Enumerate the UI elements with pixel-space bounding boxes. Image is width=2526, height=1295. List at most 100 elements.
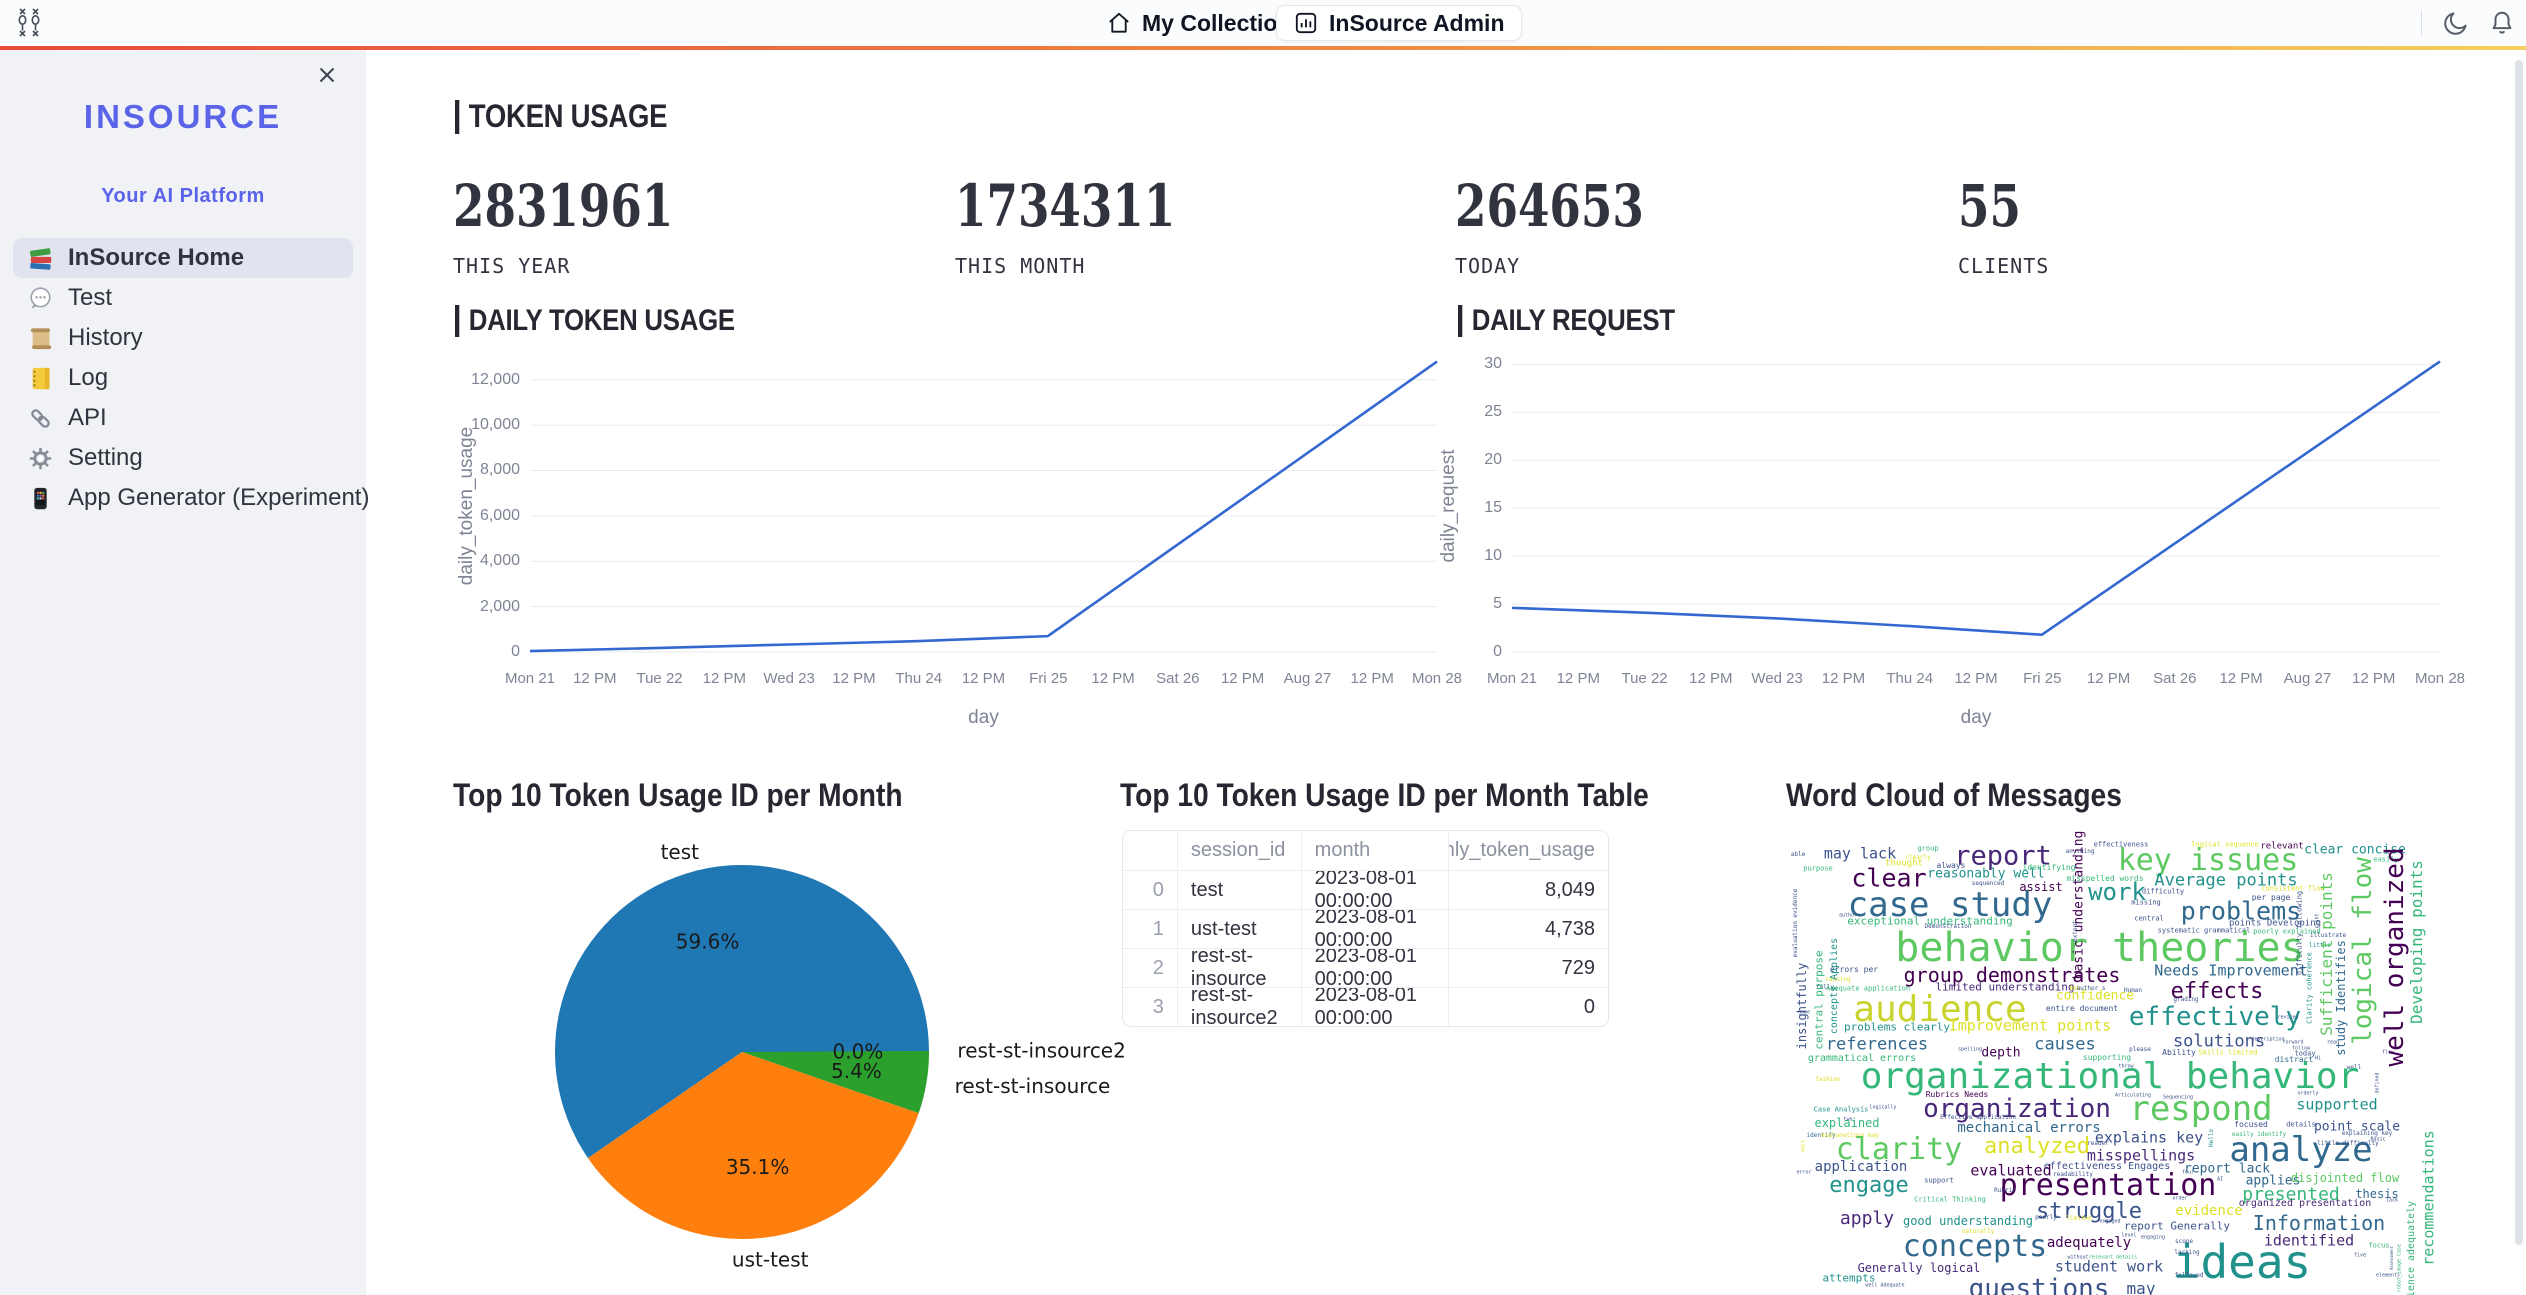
x-tick-label: Mon 28 (1411, 670, 1463, 687)
cloud-word: supported (2296, 1095, 2378, 1114)
cloud-word: relevant details (2088, 1254, 2138, 1261)
cloud-word: little difficulty (2317, 1140, 2379, 1147)
token-usage-section-title: TOKEN USAGE (455, 99, 668, 134)
cloud-word: depth (1981, 1045, 2021, 1061)
table-cell: 0 (1152, 878, 1164, 901)
cloud-word: disjointed flow (2290, 1171, 2400, 1185)
sidebar-item-label: Setting (68, 444, 143, 471)
table-cell: 2023-08-01 00:00:00 (1300, 949, 1449, 987)
cloud-word: without (2067, 1254, 2089, 1261)
cloud-word: study Identifies (2334, 940, 2348, 1056)
cloud-word: flow (2381, 1049, 2395, 1056)
cloud-word: grammatical errors (1807, 1053, 1917, 1064)
cloud-word: central purpose (1812, 950, 1826, 1050)
nav-my-collection[interactable]: My Collection (1090, 5, 1308, 41)
sidebar-item-history[interactable]: History (13, 318, 353, 358)
cloud-word: Hi (2314, 1055, 2322, 1062)
cloud-word: may (2126, 1279, 2156, 1295)
cloud-word: recommendations (2419, 1130, 2438, 1266)
y-axis-title: daily_request (1438, 449, 1459, 563)
cloud-word: central (2134, 914, 2164, 923)
sidebar-menu: InSource Home Test History Log API Setting App… (13, 238, 369, 518)
sidebar-item-log[interactable]: Log (13, 358, 353, 398)
sidebar-item-api[interactable]: API (13, 398, 353, 438)
cloud-word: applies (2245, 1173, 2301, 1189)
cloud-word: problems (2180, 896, 2302, 926)
sidebar-item-label: Log (68, 364, 109, 391)
table-cell: 8,049 (1448, 871, 1608, 909)
token-usage-table[interactable]: session_idmonthmonthly_token_usage0test2… (1122, 830, 1609, 1027)
table-cell: 0 (1448, 988, 1608, 1026)
sidebar-item-insource-home[interactable]: InSource Home (13, 238, 353, 278)
x-tick-label: Sat 26 (1156, 670, 1200, 687)
x-tick-label: Mon 28 (2414, 670, 2466, 687)
cloud-word: logical flow (2348, 857, 2378, 1045)
cloud-word: follow (2291, 1045, 2311, 1052)
cloud-word: spelling (1957, 1046, 1983, 1053)
x-tick-label: Thu 24 (1886, 670, 1934, 687)
x-tick-label: Aug 27 (1283, 670, 1332, 687)
cloud-word: scope (2174, 1238, 2194, 1245)
cloud-word: fashion (1815, 1076, 1841, 1083)
scrollbar-thumb[interactable] (2515, 60, 2523, 1245)
sidebar-item-test[interactable]: Test (13, 278, 353, 318)
cloud-word: Improvement points (1948, 1016, 2112, 1035)
cloud-word: respond (2129, 1089, 2273, 1129)
home-icon (1106, 10, 1132, 36)
cloud-word: Effective application (1940, 1114, 2016, 1121)
theme-toggle-moon-icon[interactable] (2442, 9, 2470, 37)
stat-value-this-year: 2831961 (453, 172, 674, 240)
cloud-word: clear concise (2304, 842, 2406, 858)
cloud-word: Demonstration (1924, 923, 1972, 930)
cloud-word: effectiveness (2093, 840, 2149, 849)
x-tick-label: Sat 26 (2153, 670, 2197, 687)
table-cell: 2023-08-01 00:00:00 (1300, 988, 1449, 1026)
table-header-session-id: session_id (1176, 831, 1301, 870)
table-row: 3 rest-st-insource2 2023-08-01 00:00:00 0 (1123, 987, 1608, 1026)
pie-pct-rest-st-insource2: 0.0% (833, 1039, 884, 1063)
x-tick-label: Aug 27 (2283, 670, 2332, 687)
cloud-word: easily (2373, 855, 2399, 864)
table-row: 2 rest-st-insource 2023-08-01 00:00:00 729 (1123, 948, 1608, 987)
cloud-word: engage (1829, 1173, 1909, 1198)
y-tick-label: 6,000 (479, 506, 520, 524)
cloud-word: description (2251, 1036, 2285, 1043)
cloud-word: basic understanding (2071, 830, 2087, 980)
cloud-word: order (2172, 1195, 2188, 1202)
cloud-word: key issues (2117, 843, 2299, 878)
cloud-word: effectively (2128, 1002, 2302, 1032)
cloud-word: well Adequate (1865, 1282, 1905, 1289)
pie-label-test: test (661, 840, 700, 864)
cloud-word: revised (2277, 1014, 2299, 1021)
cloud-word: effectiveness Engages (2043, 1161, 2171, 1172)
cloud-word: forward (2282, 1039, 2304, 1046)
cloud-word: Developing points (2407, 860, 2426, 1024)
cloud-word: apply (1839, 1208, 1895, 1229)
stat-value-today: 264653 (1455, 172, 1644, 240)
y-tick-label: 2,000 (479, 597, 520, 615)
cloud-word: systematic grammatical (2157, 926, 2251, 935)
sidebar-close-icon[interactable] (314, 62, 340, 88)
pie-slice-test (555, 865, 929, 1159)
sidebar-item-app-generator-experiment[interactable]: App Generator (Experiment) (13, 478, 369, 518)
x-tick-label: 12 PM (1821, 670, 1866, 687)
stat-label-clients: CLIENTS (1958, 254, 2050, 278)
x-tick-label: Tue 22 (636, 670, 683, 687)
table-cell: rest-st-insource (1176, 949, 1301, 987)
cloud-word: difficulty (2141, 887, 2185, 896)
x-tick-label: Fri 25 (1029, 670, 1068, 687)
table-cell: 1 (1152, 917, 1164, 940)
cloud-word: ideas (2172, 1235, 2312, 1289)
sidebar-item-label: App Generator (Experiment) (68, 484, 370, 511)
y-tick-label: 10,000 (471, 416, 520, 434)
x-axis-title: day (1960, 707, 1992, 728)
sidebar-item-setting[interactable]: Setting (13, 438, 353, 478)
cloud-word: logical sequence (2191, 840, 2259, 849)
nav-insource-admin[interactable]: InSource Admin (1276, 5, 1522, 41)
daily-request-title: DAILY REQUEST (1458, 305, 1675, 337)
table-cell: ust-test (1176, 910, 1301, 948)
y-tick-label: 30 (1484, 355, 1502, 373)
notifications-bell-icon[interactable] (2488, 9, 2516, 37)
cloud-word: Human (2123, 987, 2143, 994)
